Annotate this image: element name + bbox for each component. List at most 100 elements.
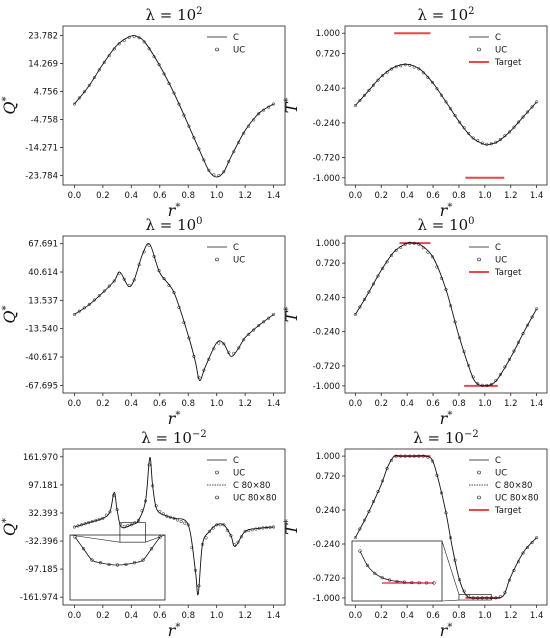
inset-marker — [373, 571, 377, 576]
series-marker-UC — [132, 34, 136, 39]
series-marker-UC — [507, 357, 511, 362]
series-marker-UC — [512, 349, 516, 353]
legend-label: UC — [233, 469, 245, 479]
series-marker-UC — [179, 520, 183, 524]
series-marker-UC — [154, 504, 158, 508]
series-marker-UC — [143, 499, 148, 503]
y-tick-label: 1.000 — [316, 452, 340, 462]
series-marker-UC — [353, 312, 357, 317]
series-marker-UC — [458, 336, 462, 340]
chart-title-base: λ = 10 — [413, 429, 464, 447]
x-axis-label-base: r — [168, 201, 177, 220]
series-marker-UC — [403, 242, 407, 246]
plot-area — [72, 34, 276, 178]
series-marker-UC — [480, 383, 484, 387]
x-axis-label-sup: * — [175, 202, 180, 213]
series-marker-UC — [72, 525, 76, 529]
series-marker-UC — [526, 323, 530, 327]
y-axis-label-sup: * — [1, 305, 12, 310]
series-marker-UC — [353, 103, 357, 108]
series-marker-UC — [122, 39, 126, 43]
series-marker-UC — [417, 242, 421, 246]
series-marker-UC — [157, 269, 161, 273]
series-marker-UC — [197, 147, 201, 151]
inset-marker — [380, 576, 384, 580]
series-marker-UC — [444, 287, 448, 292]
series-marker-UC — [158, 509, 162, 514]
series-marker-UC — [250, 528, 254, 532]
chart-title-exponent: 2 — [468, 6, 474, 17]
plot-frame — [344, 25, 548, 186]
x-tick-label: 0.6 — [426, 399, 440, 409]
x-tick-label: 0.4 — [125, 191, 139, 201]
series-marker-UC — [467, 363, 471, 367]
series-marker-UC — [108, 510, 112, 514]
x-tick-label: 1.2 — [238, 191, 252, 201]
y-axis-label-base: T — [282, 310, 301, 322]
series-line-C — [74, 35, 274, 178]
inset-connector — [441, 540, 460, 595]
series-marker-UC — [476, 381, 480, 386]
x-tick-label: 0.6 — [426, 611, 440, 621]
panel-T-lambda-1e2: 0.0 0.2 0.4 0.6 0.8 1.0 1.2 1.4 1.000 0.720 0.240 -… — [282, 6, 548, 220]
x-tick-label: 0.0 — [349, 191, 363, 201]
series-marker-UC — [215, 523, 219, 527]
series-line-C — [354, 241, 538, 387]
series-marker-UC — [186, 523, 190, 527]
x-tick-label: 0.6 — [426, 191, 440, 201]
plot-frame — [62, 25, 286, 186]
inset-marker — [358, 549, 362, 553]
panel-Q-lambda-1e0: 0.0 0.2 0.4 0.6 0.8 1.0 1.2 1.4 67.691 40.614 13.5… — [0, 216, 286, 428]
x-axis-label: r* — [168, 201, 181, 220]
x-tick-label: 0.4 — [400, 191, 414, 201]
legend-marker — [215, 257, 219, 262]
series-marker-UC — [242, 131, 246, 135]
panel-T-lambda-1e0: 0.0 0.2 0.4 0.6 0.8 1.0 1.2 1.4 1.000 0.720 0.240 -… — [282, 216, 548, 428]
series-marker-UC — [207, 357, 211, 361]
series-marker-UC — [257, 324, 261, 328]
inset-connector — [441, 599, 459, 602]
y-tick-label: 0.240 — [316, 506, 340, 516]
chart-title-exponent: −2 — [192, 429, 207, 440]
series-marker-UC — [421, 71, 425, 75]
series-marker-UC — [222, 523, 226, 527]
inset-marker — [424, 581, 429, 585]
series-marker-UC — [200, 542, 205, 546]
series-marker-UC — [97, 294, 101, 298]
inset-marker — [387, 578, 392, 582]
series-line-C — [74, 243, 274, 381]
chart-title-base: λ = 10 — [417, 6, 468, 24]
series-marker-UC — [426, 250, 430, 254]
series-marker-UC — [122, 524, 126, 528]
panel-Q-lambda-1e2: 0.0 0.2 0.4 0.6 0.8 1.0 1.2 1.4 23.782 14.269 4.75… — [0, 6, 286, 220]
series-marker-UC — [535, 536, 539, 540]
series-marker-UC — [252, 328, 256, 332]
series-marker-UC — [202, 368, 206, 372]
y-tick-label: 1.000 — [316, 239, 340, 249]
series-marker-UC — [358, 527, 362, 531]
series-marker-UC — [257, 112, 261, 116]
series-marker-UC — [183, 521, 187, 525]
series-marker-UC — [381, 266, 385, 270]
plot-area — [353, 454, 539, 600]
series-marker-UC — [237, 140, 241, 145]
series-marker-UC — [232, 150, 236, 154]
series-marker-UC — [82, 90, 86, 94]
x-tick-label: 0.4 — [400, 399, 414, 409]
inset-marker — [73, 535, 77, 539]
y-tick-label: -40.617 — [25, 353, 58, 363]
series-marker-UC — [83, 522, 87, 526]
x-tick-label: 0.8 — [452, 399, 466, 409]
series-marker-UC — [458, 578, 462, 582]
series-marker-UC — [211, 526, 215, 530]
series-marker-UC — [104, 513, 108, 517]
inset-marker — [395, 579, 399, 584]
inset-zoom-region — [119, 522, 146, 543]
series-marker-UC — [218, 523, 222, 527]
x-tick-label: 1.4 — [267, 399, 281, 409]
series-marker-UC — [530, 105, 534, 109]
series-marker-UC — [151, 484, 155, 488]
y-axis-label: T* — [282, 519, 301, 535]
legend-marker — [477, 257, 481, 262]
series-marker-UC — [272, 525, 276, 529]
